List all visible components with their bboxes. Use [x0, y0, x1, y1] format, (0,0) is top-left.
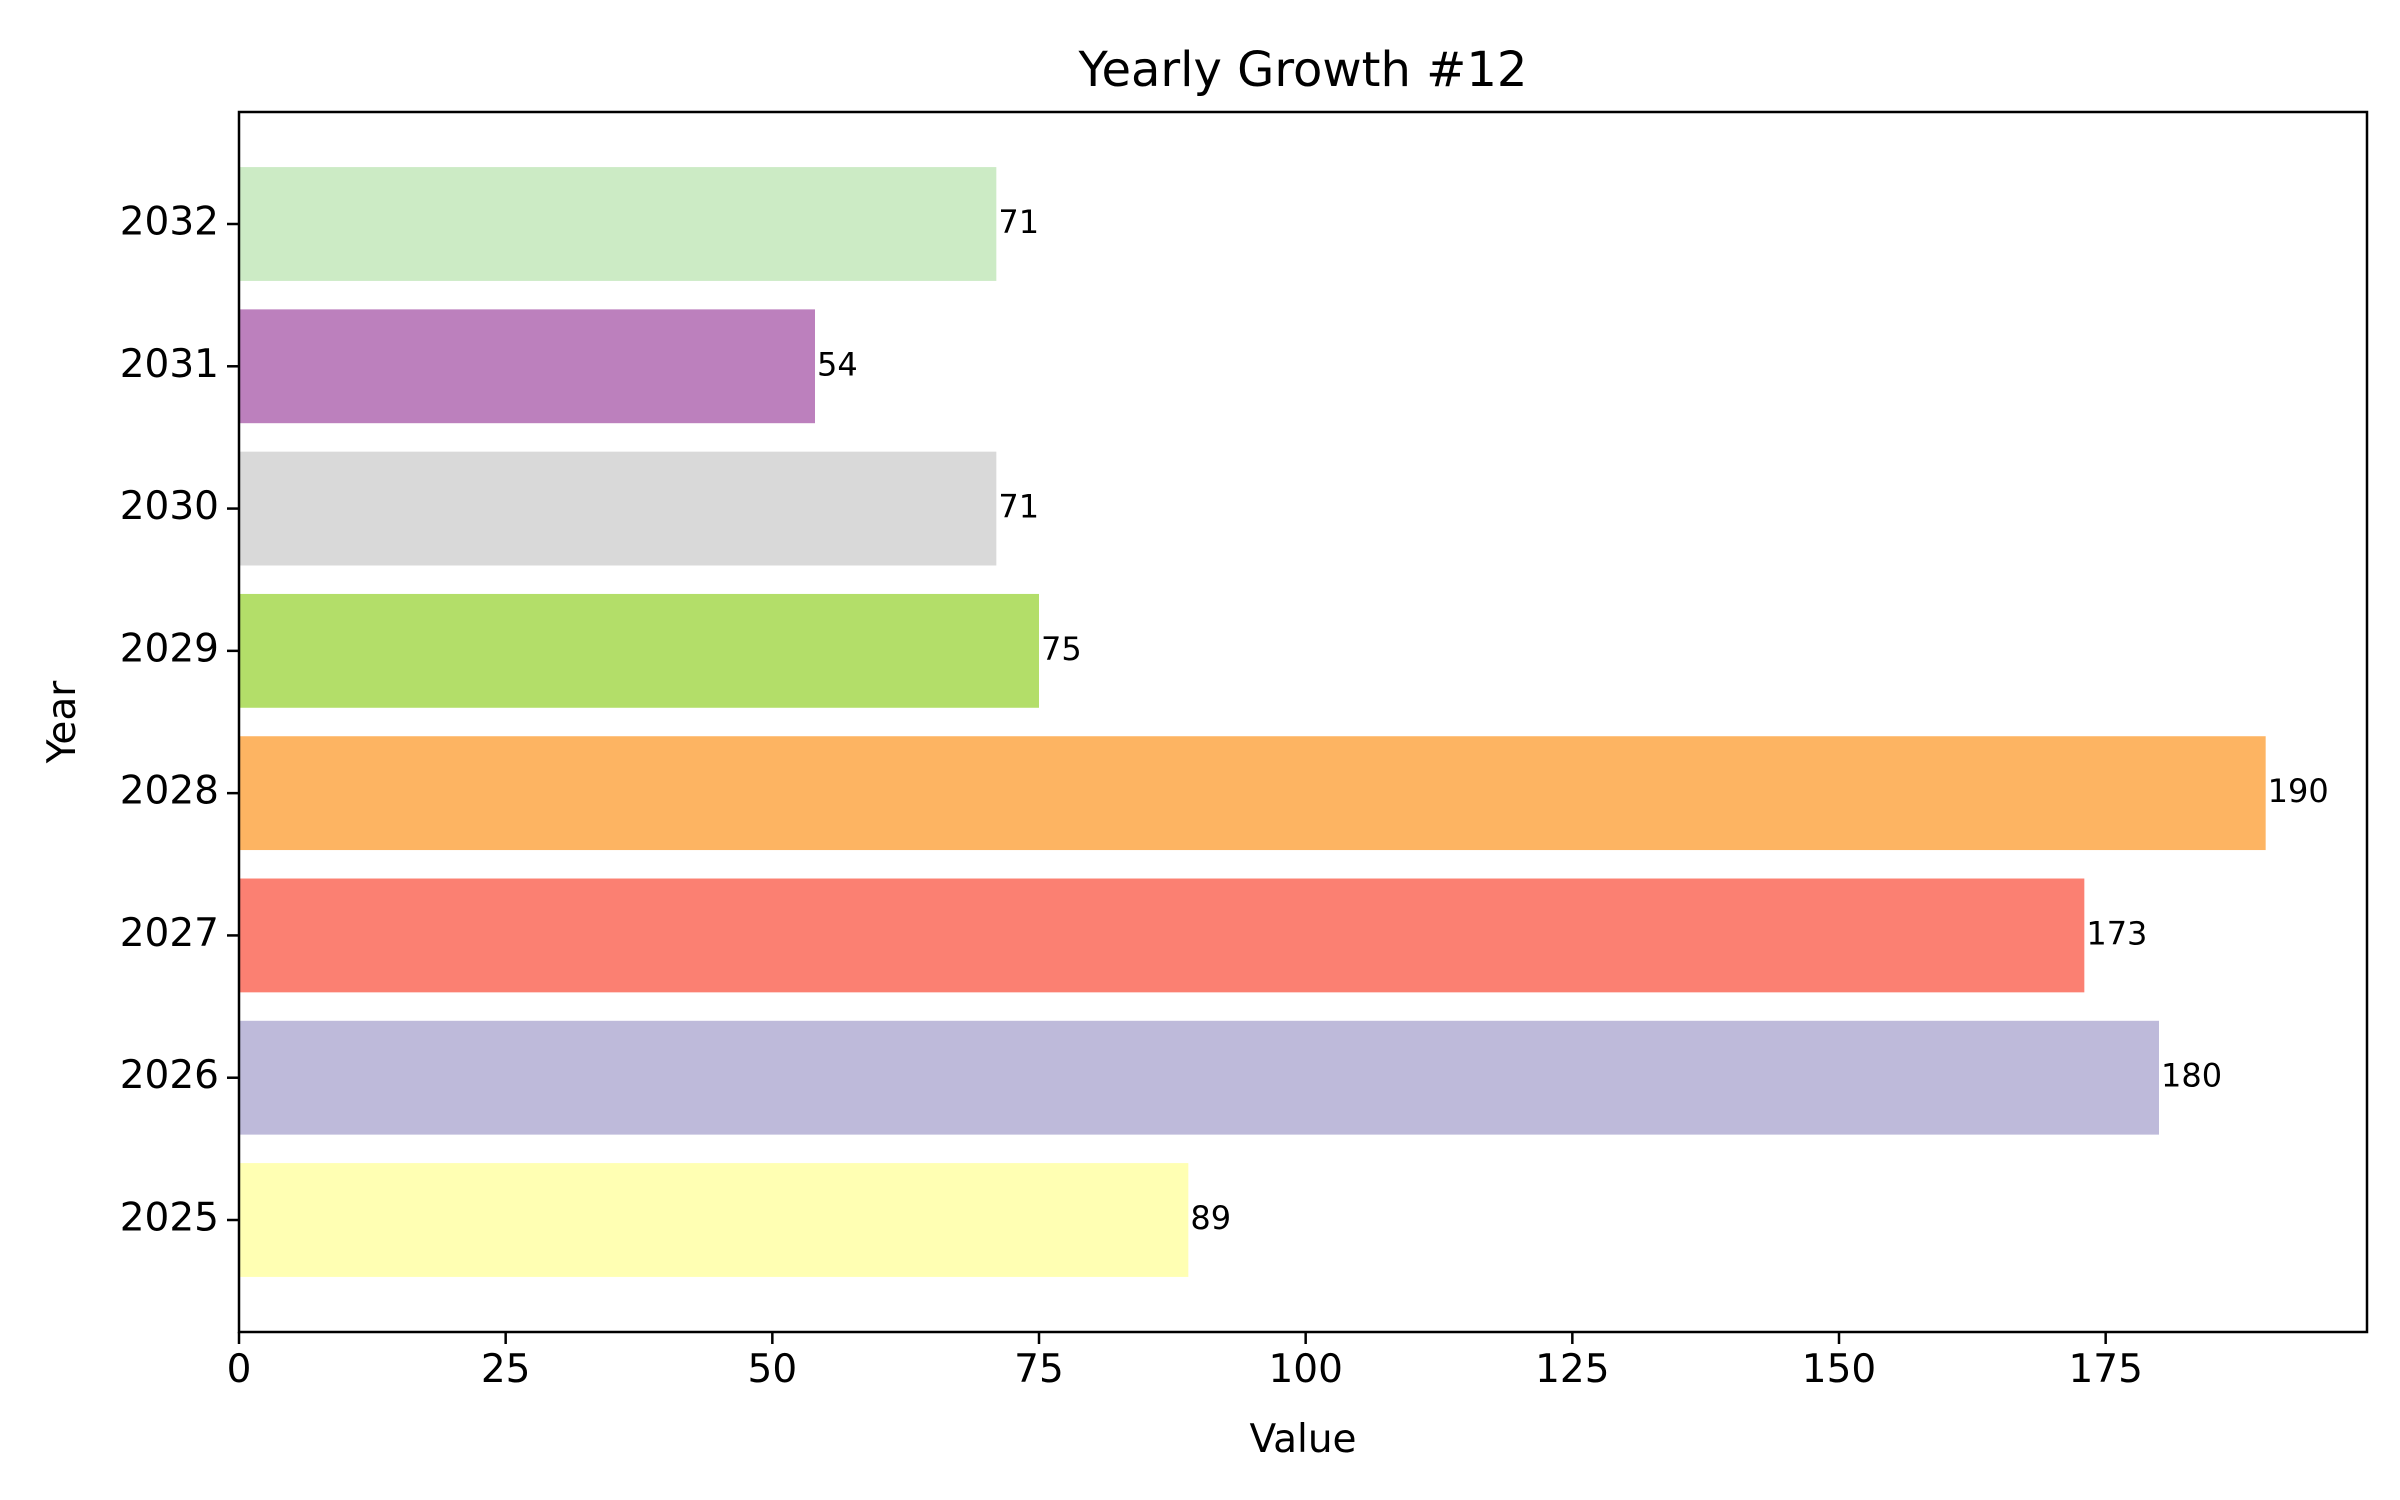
bars-group: 89 180 173 190 75 71 54 71	[239, 167, 2329, 1277]
x-tick-label-175: 175	[2068, 1347, 2142, 1392]
data-label-2031: 54	[817, 345, 858, 383]
data-label-2025: 89	[1190, 1199, 1231, 1237]
data-label-2027: 173	[2086, 914, 2147, 952]
x-tick-label-25: 25	[481, 1347, 531, 1392]
y-tick-label-2029: 2029	[120, 626, 219, 671]
y-tick-label-2028: 2028	[120, 769, 219, 814]
bar-2028	[239, 736, 2266, 851]
y-tick-label-2025: 2025	[120, 1196, 219, 1241]
data-label-2028: 190	[2268, 772, 2329, 810]
y-tick-label-2031: 2031	[120, 342, 219, 387]
data-label-2030: 71	[998, 488, 1039, 526]
x-axis-label: Value	[1249, 1417, 1356, 1462]
x-tick-label-100: 100	[1268, 1347, 1342, 1392]
bar-2027	[239, 878, 2085, 993]
y-tick-labels: 2025 2026 2027 2028 2029 2030 2031 2032	[120, 200, 239, 1241]
y-tick-label-2026: 2026	[120, 1053, 219, 1098]
chart-title: Yearly Growth #12	[1078, 42, 1528, 98]
data-label-2029: 75	[1041, 630, 1082, 668]
bar-2030	[239, 451, 997, 566]
x-tick-label-50: 50	[748, 1347, 798, 1392]
x-tick-label-150: 150	[1802, 1347, 1876, 1392]
y-tick-label-2027: 2027	[120, 911, 219, 956]
plot-area-frame	[237, 110, 2369, 1334]
bar-2026	[239, 1020, 2159, 1135]
y-tick-label-2030: 2030	[120, 484, 219, 529]
bar-2032	[239, 167, 997, 281]
x-tick-label-0: 0	[227, 1347, 252, 1392]
x-tick-label-125: 125	[1535, 1347, 1609, 1392]
x-tick-label-75: 75	[1014, 1347, 1064, 1392]
y-tick-label-2032: 2032	[120, 200, 219, 245]
bar-2031	[239, 309, 815, 424]
y-axis-label: Year	[40, 680, 85, 765]
bar-2025	[239, 1163, 1189, 1277]
data-label-2032: 71	[998, 203, 1039, 241]
data-label-2026: 180	[2161, 1057, 2222, 1095]
bar-2029	[239, 593, 1039, 708]
x-ticks: 0 25 50 75 100 125 150 175	[227, 1332, 2143, 1392]
